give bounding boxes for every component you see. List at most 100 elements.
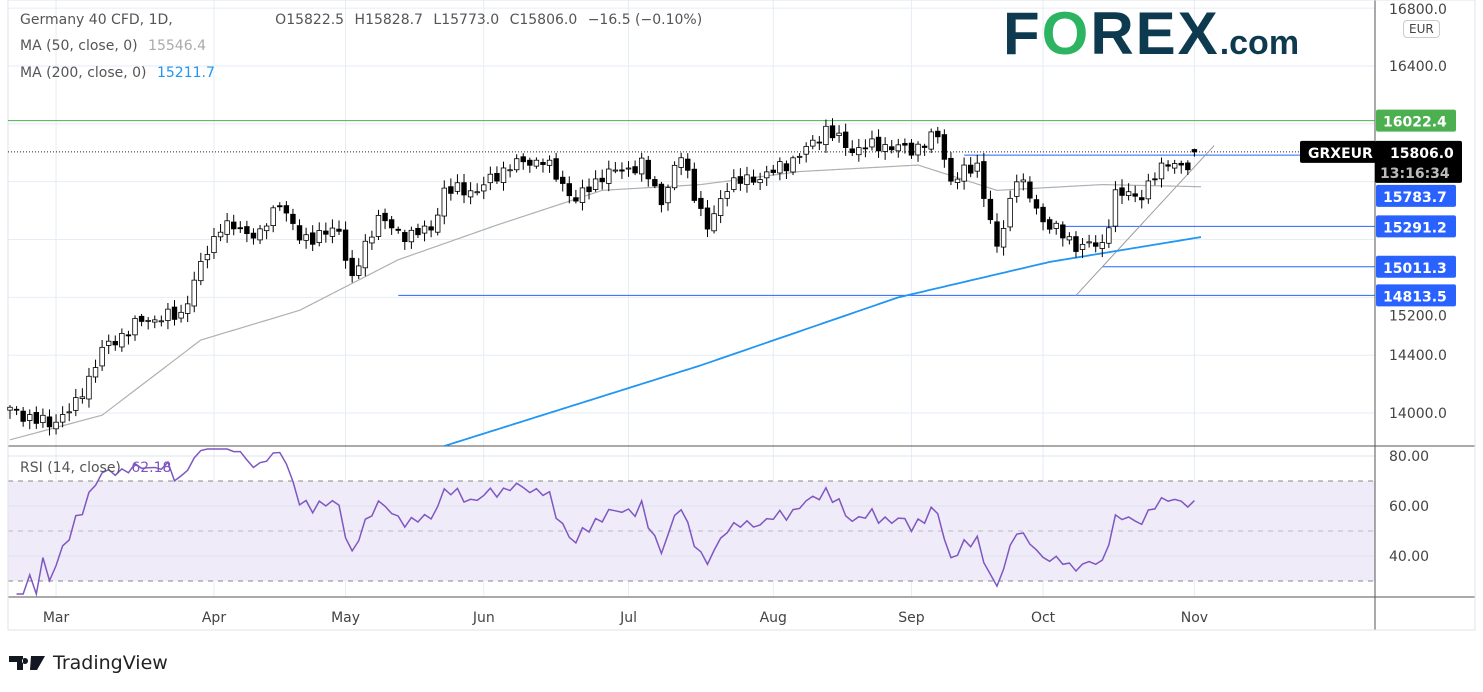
candle (481, 184, 487, 192)
candle (1040, 206, 1046, 223)
candle (606, 168, 612, 184)
candle (882, 144, 888, 152)
candle (132, 318, 138, 336)
candle (974, 162, 980, 172)
candle (862, 147, 869, 150)
candle (415, 227, 421, 236)
candle (448, 186, 454, 194)
candle (652, 179, 658, 187)
candle (244, 226, 250, 234)
currency-badge[interactable]: EUR (1403, 20, 1440, 38)
candle (356, 265, 362, 276)
candle (1112, 189, 1119, 227)
candle (527, 159, 533, 166)
candle (237, 227, 243, 230)
candle (178, 311, 184, 319)
candle (1165, 164, 1171, 167)
candle (836, 132, 842, 136)
candle (434, 214, 441, 233)
candle (428, 226, 434, 231)
symbol-title: Germany 40 CFD, 1D, (20, 12, 173, 28)
candle (369, 236, 375, 244)
candle (1007, 197, 1013, 228)
candle (1099, 242, 1105, 249)
candle (224, 220, 230, 235)
candle (954, 178, 961, 183)
candle (323, 230, 329, 235)
candle (112, 340, 118, 346)
candle (342, 229, 349, 261)
candle (184, 303, 191, 314)
candle (349, 257, 355, 277)
ma200-legend[interactable]: MA (200, close, 0) 15211.7 (20, 65, 221, 81)
candle (869, 138, 875, 148)
candle (46, 416, 53, 428)
candle (27, 414, 33, 421)
candle (99, 346, 105, 367)
candle (231, 221, 237, 230)
candle (579, 187, 586, 203)
candle (263, 225, 270, 232)
candle (138, 315, 145, 322)
candle (500, 167, 507, 183)
trendline[interactable] (1075, 145, 1215, 296)
tradingview-label: TradingView (53, 652, 168, 674)
candle (152, 319, 158, 323)
symbol-tag: GRXEUR (1308, 146, 1373, 162)
candle (625, 167, 632, 170)
ma50-label: MA (50, close, 0) (20, 38, 138, 54)
tradingview-logo[interactable]: TradingView (9, 652, 168, 674)
candle (1158, 162, 1165, 180)
candle (217, 231, 224, 238)
ohlc-open: O15822.5 (275, 12, 345, 28)
symbol-legend: Germany 40 CFD, 1D, O15822.5 H15828.7 L1… (20, 12, 708, 28)
candle (1125, 191, 1132, 196)
candle (987, 198, 994, 221)
ohlc-close: C15806.0 (509, 12, 578, 28)
candle (816, 141, 823, 144)
candle (1033, 199, 1040, 209)
candle (20, 410, 26, 422)
rsi-tick-label: 60.00 (1389, 499, 1429, 515)
candle (309, 232, 316, 245)
candle (316, 230, 322, 243)
candle (566, 183, 572, 197)
level-label: 15291.2 (1383, 220, 1447, 236)
ma50-legend[interactable]: MA (50, close, 0) 15546.4 (20, 38, 212, 54)
candle (685, 158, 691, 171)
level-label-bg (1376, 215, 1456, 238)
candle (908, 142, 915, 156)
candle (270, 207, 276, 227)
time-tick-label: Jun (472, 610, 495, 626)
candle (375, 215, 382, 237)
candle (520, 156, 526, 163)
price-tick-label: 14000.0 (1389, 406, 1447, 422)
candle (198, 261, 204, 282)
candle (533, 159, 540, 167)
chart-frame (7, 0, 1476, 631)
rsi-line (16, 448, 1195, 597)
ma200-label: MA (200, close, 0) (20, 65, 147, 81)
candle (1145, 180, 1152, 200)
level-label-bg (1376, 255, 1456, 278)
candle (632, 166, 638, 174)
candle (803, 146, 809, 155)
candle (1000, 228, 1007, 248)
price-tick-label: 16400.0 (1389, 59, 1447, 75)
candle (770, 169, 776, 173)
candle (283, 205, 290, 214)
level-label: 16022.4 (1383, 115, 1447, 131)
candle (638, 157, 645, 175)
candle (1053, 222, 1059, 229)
candle (277, 205, 283, 208)
candle (296, 225, 303, 241)
candle (494, 172, 500, 182)
candle (935, 130, 941, 138)
level-label: 14813.5 (1383, 289, 1447, 305)
candle (402, 232, 408, 243)
candle (1171, 163, 1178, 169)
level-label: 15783.7 (1383, 190, 1447, 206)
rsi-legend[interactable]: RSI (14, close) 62.18 (20, 460, 177, 476)
candle (744, 174, 750, 185)
